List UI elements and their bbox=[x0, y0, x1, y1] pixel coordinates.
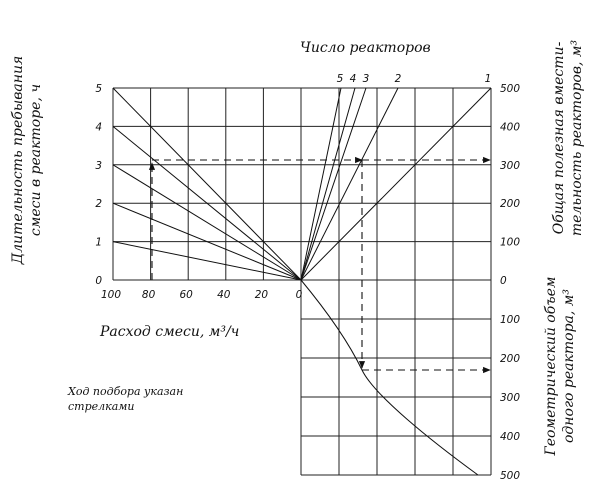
reactor-count-tick-label: 4 bbox=[350, 73, 357, 85]
curves bbox=[112, 87, 492, 476]
reactor-count-tick-label: 5 bbox=[337, 73, 344, 85]
total-volume-label: Общая полезная вмести- тельность реактор… bbox=[551, 39, 585, 236]
reactor-count-tick-label: 3 bbox=[363, 73, 370, 85]
reactor-count-title: Число реакторов bbox=[300, 40, 431, 56]
residence-time-line1: Длительность пребывания bbox=[10, 56, 26, 265]
reactor-line-4 bbox=[300, 87, 356, 281]
right-lower-tick-label: 200 bbox=[500, 353, 520, 365]
right-lower-tick-label: 400 bbox=[500, 431, 520, 443]
reactor-line-1 bbox=[300, 87, 492, 281]
reactor-count-tick-label: 1 bbox=[485, 73, 492, 85]
residence-time-label: Длительность пребывания смеси в реакторе… bbox=[10, 56, 44, 265]
residence-ray-4 bbox=[112, 126, 302, 281]
residence-ray-5 bbox=[112, 87, 302, 281]
right-upper-tick-label: 200 bbox=[500, 198, 520, 210]
bottom-tick-label: 60 bbox=[180, 289, 194, 301]
reactor-line-3 bbox=[300, 87, 367, 281]
geometric-volume-curve bbox=[300, 279, 479, 476]
total-volume-line2: тельность реакторов, м³ bbox=[569, 39, 585, 236]
reactor-count-tick-label: 2 bbox=[395, 73, 402, 85]
left-tick-label: 2 bbox=[95, 198, 102, 210]
reactor-line-2 bbox=[300, 87, 399, 281]
note-line2: стрелками bbox=[68, 400, 134, 413]
bottom-tick-label: 100 bbox=[101, 289, 121, 301]
bottom-tick-label: 40 bbox=[217, 289, 231, 301]
reactor-line-5 bbox=[300, 87, 342, 281]
geom-volume-label: Геометрический объем одного реактора, м³ bbox=[543, 276, 577, 456]
right-upper-tick-label: 300 bbox=[500, 160, 520, 172]
bottom-tick-label: 20 bbox=[255, 289, 269, 301]
right-lower-tick-label: 300 bbox=[500, 392, 520, 404]
note-line1: Ход подбора указан bbox=[67, 385, 183, 398]
left-tick-label: 1 bbox=[95, 237, 102, 249]
right-lower-tick-label: 100 bbox=[500, 314, 520, 326]
right-lower-tick-label: 500 bbox=[500, 470, 520, 482]
geom-volume-line1: Геометрический объем bbox=[543, 276, 559, 456]
left-tick-label: 3 bbox=[95, 160, 102, 172]
left-tick-label: 4 bbox=[95, 121, 102, 133]
example-path bbox=[148, 156, 491, 374]
residence-ray-2 bbox=[112, 202, 302, 281]
right-upper-tick-label: 100 bbox=[500, 237, 520, 249]
left-tick-label: 0 bbox=[95, 275, 102, 287]
grid bbox=[112, 87, 492, 476]
total-volume-line1: Общая полезная вмести- bbox=[551, 41, 567, 234]
right-upper-tick-label: 400 bbox=[500, 121, 520, 133]
right-upper-tick-label: 0 bbox=[500, 275, 507, 287]
geom-volume-line2: одного реактора, м³ bbox=[561, 289, 577, 443]
right-upper-tick-label: 500 bbox=[500, 83, 520, 95]
residence-time-line2: смеси в реакторе, ч bbox=[28, 84, 44, 236]
residence-ray-3 bbox=[112, 164, 302, 281]
left-tick-label: 5 bbox=[95, 83, 102, 95]
bottom-tick-label: 80 bbox=[142, 289, 156, 301]
residence-ray-1 bbox=[112, 241, 302, 281]
flow-rate-label: Расход смеси, м³/ч bbox=[99, 324, 239, 340]
bottom-tick-label: 0 bbox=[296, 289, 303, 301]
